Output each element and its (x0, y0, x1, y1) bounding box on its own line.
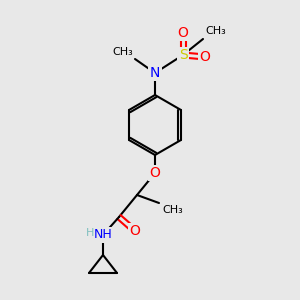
Text: NH: NH (94, 229, 112, 242)
Text: O: O (150, 166, 160, 180)
Text: S: S (178, 48, 188, 62)
Text: N: N (150, 66, 160, 80)
Text: CH₃: CH₃ (205, 26, 226, 36)
Text: O: O (200, 50, 210, 64)
Text: CH₃: CH₃ (112, 47, 133, 57)
Text: CH₃: CH₃ (162, 205, 183, 215)
Text: O: O (178, 26, 188, 40)
Text: H: H (86, 228, 94, 238)
Text: O: O (130, 224, 140, 238)
